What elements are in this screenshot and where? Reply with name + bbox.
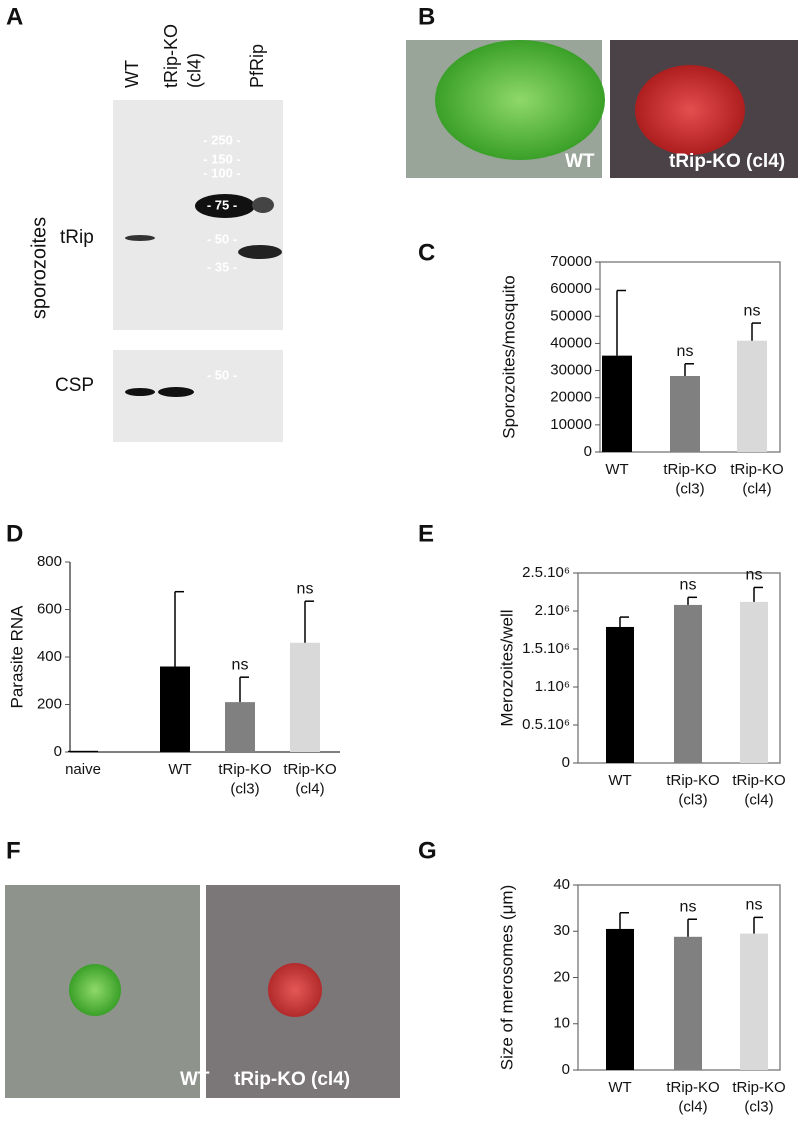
- x-tick-label: tRip-KO (cl4): [732, 772, 785, 809]
- x-tick-label: tRip-KO (cl4): [730, 461, 783, 498]
- size-marker: - 100 -: [203, 165, 241, 180]
- bar: [225, 702, 255, 752]
- x-tick-label: tRip-KO (cl3): [666, 772, 719, 809]
- band: [125, 388, 155, 396]
- y-tick-label: 10000: [550, 416, 592, 433]
- image-signal: [635, 65, 745, 155]
- size-marker: - 50 -: [207, 231, 237, 246]
- x-tick-label: tRip-KO (cl3): [732, 1079, 785, 1116]
- blot-image: [113, 100, 283, 330]
- image-label: WT: [565, 151, 595, 172]
- image-signal: [268, 963, 322, 1017]
- bar: [674, 936, 702, 1070]
- annotation: ns: [297, 580, 314, 597]
- band: [252, 197, 274, 213]
- image-signal: [435, 40, 605, 160]
- y-tick-label: 800: [37, 553, 62, 570]
- band: [125, 235, 155, 241]
- y-axis-label: Size of merosomes (μm): [497, 885, 516, 1071]
- y-tick-label: 0: [584, 443, 592, 460]
- band: [195, 194, 255, 218]
- bar: [602, 355, 632, 452]
- bar: [740, 933, 768, 1070]
- panel-letter: D: [6, 520, 23, 547]
- bar: [670, 376, 700, 452]
- bar: [606, 928, 634, 1070]
- row-label: sporozoites: [28, 217, 50, 319]
- bar: [737, 340, 767, 452]
- y-tick-label: 600: [37, 600, 62, 617]
- x-tick-label: WT: [608, 772, 631, 789]
- x-tick-label: naive: [65, 761, 101, 778]
- y-tick-label: 20: [553, 968, 570, 985]
- y-tick-label: 60000: [550, 280, 592, 297]
- annotation: ns: [746, 897, 763, 914]
- blot-label: tRip: [60, 227, 94, 248]
- y-tick-label: 0: [562, 754, 570, 771]
- y-tick-label: 40000: [550, 334, 592, 351]
- image-label: tRip-KO (cl4): [669, 151, 785, 172]
- x-tick-label: WT: [168, 761, 191, 778]
- bar: [160, 666, 190, 752]
- x-tick-label: WT: [608, 1079, 631, 1096]
- y-tick-label: 50000: [550, 307, 592, 324]
- y-axis-label: Merozoites/well: [497, 609, 516, 726]
- panel-letter: F: [6, 837, 21, 864]
- y-tick-label: 0.5.10⁶: [522, 716, 570, 733]
- y-tick-label: 70000: [550, 253, 592, 270]
- size-marker: - 35 -: [207, 259, 237, 274]
- y-tick-label: 2.5.10⁶: [522, 564, 570, 581]
- y-tick-label: 30000: [550, 362, 592, 379]
- annotation: ns: [680, 577, 697, 594]
- panel-letter: B: [418, 3, 435, 30]
- bar: [740, 601, 768, 763]
- y-tick-label: 400: [37, 648, 62, 665]
- band: [238, 245, 282, 259]
- bar: [290, 642, 320, 752]
- y-tick-label: 1.5.10⁶: [522, 640, 570, 657]
- y-tick-label: 10: [553, 1015, 570, 1032]
- y-tick-label: 2.10⁶: [535, 602, 570, 619]
- panel-letter: C: [418, 239, 435, 266]
- annotation: ns: [680, 898, 697, 915]
- y-tick-label: 30: [553, 922, 570, 939]
- y-tick-label: 1.10⁶: [535, 678, 570, 695]
- y-tick-label: 0: [562, 1061, 570, 1078]
- image-signal: [69, 964, 121, 1016]
- annotation: ns: [746, 567, 763, 584]
- bar: [606, 626, 634, 763]
- y-tick-label: 200: [37, 695, 62, 712]
- x-tick-label: WT: [605, 461, 628, 478]
- x-tick-label: tRip-KO (cl3): [218, 761, 271, 798]
- image-label: WT: [180, 1069, 210, 1090]
- blot-label: CSP: [55, 375, 94, 396]
- panel-letter: E: [418, 520, 434, 547]
- blot-image: [113, 350, 283, 442]
- image-label: tRip-KO (cl4): [234, 1069, 350, 1090]
- annotation: ns: [744, 302, 761, 319]
- x-tick-label: tRip-KO (cl4): [666, 1079, 719, 1116]
- x-tick-label: tRip-KO (cl3): [663, 461, 716, 498]
- y-axis-label: Sporozoites/mosquito: [499, 275, 518, 438]
- annotation: ns: [232, 656, 249, 673]
- size-marker: - 50 -: [207, 367, 237, 382]
- annotation: ns: [677, 343, 694, 360]
- bar: [68, 750, 98, 752]
- size-marker: - 75 -: [207, 197, 237, 212]
- x-tick-label: tRip-KO (cl4): [283, 761, 336, 798]
- bar: [674, 604, 702, 763]
- y-axis-label: Parasite RNA: [7, 605, 26, 709]
- size-marker: - 150 -: [203, 151, 241, 166]
- y-tick-label: 0: [54, 743, 62, 760]
- lane-label: PfRip: [247, 44, 267, 88]
- lane-label: tRip-KO (cl4): [161, 24, 204, 88]
- panel-letter: A: [6, 3, 23, 30]
- y-tick-label: 40: [553, 876, 570, 893]
- band: [158, 387, 194, 397]
- y-tick-label: 20000: [550, 389, 592, 406]
- lane-label: WT: [122, 60, 142, 88]
- size-marker: - 250 -: [203, 132, 241, 147]
- panel-letter: G: [418, 837, 437, 864]
